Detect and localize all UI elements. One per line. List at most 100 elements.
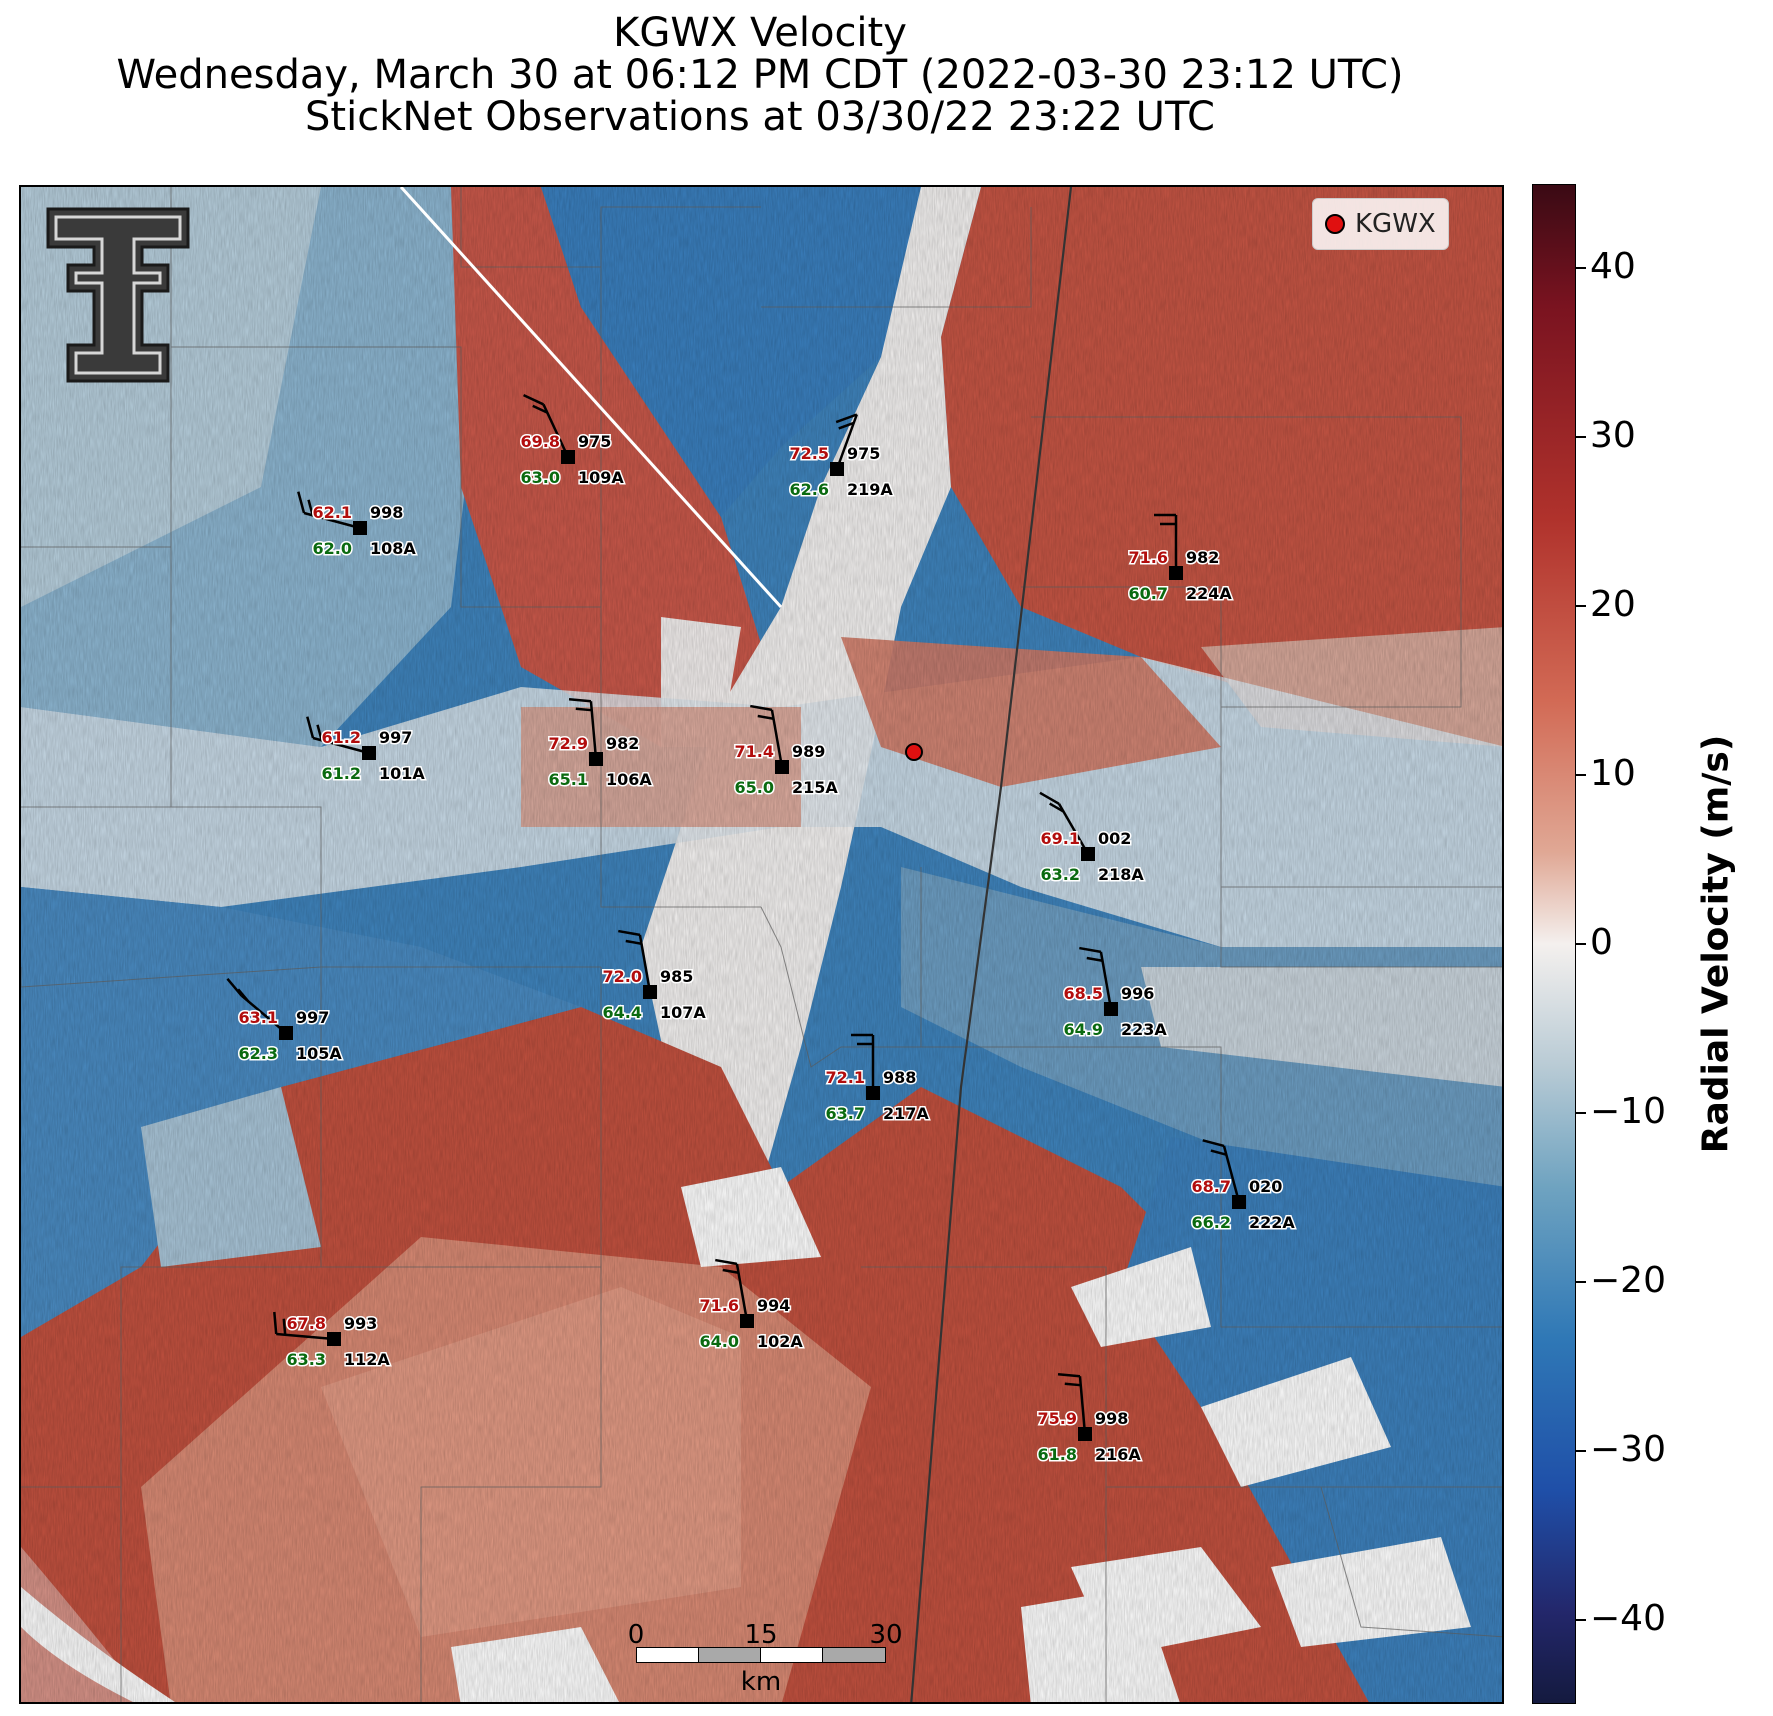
- pressure-label: 988: [883, 1068, 916, 1087]
- station-223A[interactable]: 68.5 996 64.9 223A: [1062, 946, 1169, 1041]
- station-id-label: 216A: [1095, 1445, 1141, 1464]
- colorbar-tick-label: −20: [1590, 1259, 1666, 1301]
- station-102A[interactable]: 71.6 994 64.0 102A: [698, 1258, 805, 1353]
- dewpoint-label: 64.4: [603, 1003, 642, 1022]
- station-107A[interactable]: 72.0 985 64.4 107A: [601, 929, 708, 1024]
- colorbar-tick: [1576, 267, 1586, 270]
- wind-barb-shaft: [312, 736, 370, 755]
- wind-barb-shaft: [240, 994, 287, 1034]
- wind-barb-shaft: [1057, 803, 1090, 855]
- colorbar-tick-label: 40: [1590, 246, 1636, 288]
- station-marker: [1232, 1195, 1246, 1209]
- station-219A[interactable]: 72.5 975 62.6 219A: [788, 413, 895, 501]
- station-108A[interactable]: 62.1 998 62.0 108A: [297, 491, 418, 560]
- kgwx-legend-marker: [1325, 214, 1345, 234]
- dewpoint-label: 62.6: [790, 480, 829, 499]
- dewpoint-label: 64.0: [700, 1332, 739, 1351]
- scale-segment: [698, 1647, 761, 1663]
- state-boundary: [910, 187, 1073, 1702]
- dewpoint-label: 65.0: [735, 778, 774, 797]
- wind-barb-flag: [575, 707, 592, 712]
- pressure-label: 996: [1121, 984, 1154, 1003]
- station-marker: [362, 746, 376, 760]
- station-106A[interactable]: 72.9 982 65.1 106A: [547, 698, 654, 791]
- pressure-label: 989: [792, 742, 825, 761]
- station-109A[interactable]: 69.8 975 63.0 109A: [519, 394, 626, 489]
- station-218A[interactable]: 69.1 002 63.2 218A: [1039, 791, 1146, 886]
- station-marker: [589, 752, 603, 766]
- wind-barb-flag: [1039, 791, 1060, 805]
- wind-barb-flag: [282, 1318, 287, 1335]
- station-224A[interactable]: 71.6 982 60.7 224A: [1127, 513, 1234, 605]
- station-215A[interactable]: 71.4 989 65.0 215A: [733, 704, 840, 799]
- pressure-label: 002: [1098, 829, 1131, 848]
- station-marker: [830, 462, 844, 476]
- scale-label-0: 0: [627, 1620, 645, 1650]
- station-216A[interactable]: 75.9 998 61.8 216A: [1036, 1373, 1143, 1466]
- scale-segment: [636, 1647, 699, 1663]
- station-marker: [775, 760, 789, 774]
- temperature-label: 67.8: [287, 1314, 326, 1333]
- radial-streak: [399, 187, 783, 609]
- colorbar-tick: [1576, 1111, 1586, 1114]
- wind-barb-flag: [237, 988, 250, 1003]
- wind-barb-flag: [1086, 956, 1103, 962]
- temperature-label: 72.0: [603, 967, 642, 986]
- station-marker: [1104, 1002, 1118, 1016]
- colorbar-label: Radial Velocity (m/s): [1695, 734, 1737, 1154]
- dewpoint-label: 63.7: [826, 1104, 865, 1123]
- wind-barb-flag: [307, 499, 314, 516]
- title-line-1: KGWX Velocity: [613, 10, 907, 56]
- station-id-label: 224A: [1186, 584, 1232, 603]
- station-marker: [327, 1332, 341, 1346]
- wind-barb-flag: [1057, 1373, 1081, 1378]
- station-105A[interactable]: 63.1 997 62.3 105A: [226, 978, 344, 1065]
- kgwx-radar-marker[interactable]: [905, 743, 923, 761]
- wind-barb-flag: [838, 421, 855, 430]
- wind-barb-flag: [757, 714, 774, 720]
- station-112A[interactable]: 67.8 993 63.3 112A: [273, 1311, 392, 1371]
- pressure-label: 997: [379, 728, 412, 747]
- wind-barb-shaft: [303, 511, 361, 530]
- wind-barb-flag: [568, 698, 592, 703]
- dewpoint-label: 66.2: [1192, 1213, 1231, 1232]
- station-marker: [740, 1314, 754, 1328]
- temperature-label: 72.5: [790, 444, 829, 463]
- station-101A[interactable]: 61.2 997 61.2 101A: [306, 716, 427, 785]
- station-id-label: 112A: [344, 1350, 390, 1369]
- pressure-label: 982: [1186, 548, 1219, 567]
- colorbar-tick: [1576, 1618, 1586, 1621]
- colorbar-tick-label: 20: [1590, 584, 1636, 626]
- station-id-label: 217A: [883, 1104, 929, 1123]
- wind-barb-flag: [835, 413, 858, 424]
- station-222A[interactable]: 68.7 020 66.2 222A: [1190, 1139, 1297, 1234]
- wind-barb-flag: [316, 724, 323, 741]
- title-line-3: StickNet Observations at 03/30/22 23:22 …: [305, 94, 1215, 140]
- wind-barb-shaft: [770, 709, 784, 768]
- colorbar-tick: [1576, 605, 1586, 608]
- wind-barb-flag: [722, 1268, 739, 1274]
- velocity-field: [21, 187, 1502, 1702]
- temperature-label: 69.1: [1041, 829, 1080, 848]
- scale-unit: km: [740, 1667, 782, 1697]
- wind-barb-shaft: [1099, 951, 1113, 1010]
- pressure-label: 994: [757, 1296, 790, 1315]
- dewpoint-label: 63.0: [521, 468, 560, 487]
- colorbar-tick-label: −40: [1590, 1597, 1666, 1639]
- station-id-label: 219A: [847, 480, 893, 499]
- legend-label: KGWX: [1355, 209, 1436, 239]
- radar-map[interactable]: 69.8 975 63.0 109A 72.5 975 62.6 219A 62.1 998 62.…: [19, 185, 1504, 1704]
- wind-barb-flag: [618, 929, 641, 937]
- colorbar-tick-label: 0: [1590, 922, 1613, 963]
- wind-barb-shaft: [542, 403, 570, 458]
- station-id-label: 222A: [1249, 1213, 1295, 1232]
- dewpoint-label: 64.9: [1064, 1020, 1103, 1039]
- temperature-label: 72.9: [549, 734, 588, 753]
- dewpoint-label: 63.3: [287, 1350, 326, 1369]
- wind-barb-flag: [1202, 1139, 1225, 1148]
- legend: KGWX: [1312, 198, 1449, 250]
- station-217A[interactable]: 72.1 988 63.7 217A: [824, 1033, 931, 1125]
- scale-segment: [822, 1647, 886, 1663]
- temperature-label: 72.1: [826, 1068, 865, 1087]
